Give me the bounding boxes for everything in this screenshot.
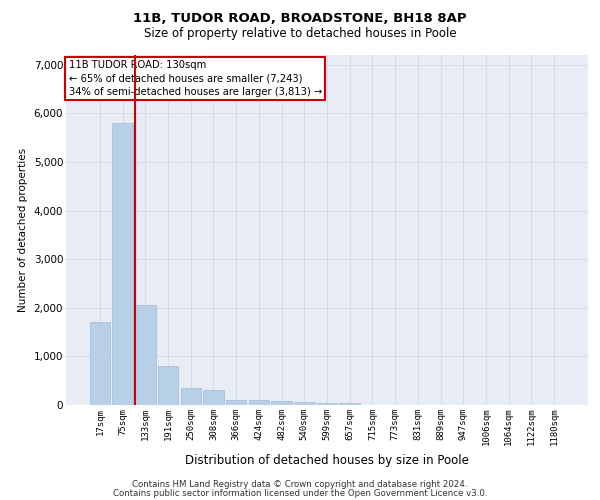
Bar [294,402,314,405]
Y-axis label: Number of detached properties: Number of detached properties [18,148,28,312]
Text: 11B, TUDOR ROAD, BROADSTONE, BH18 8AP: 11B, TUDOR ROAD, BROADSTONE, BH18 8AP [133,12,467,26]
Text: Contains HM Land Registry data © Crown copyright and database right 2024.: Contains HM Land Registry data © Crown c… [132,480,468,489]
X-axis label: Distribution of detached houses by size in Poole: Distribution of detached houses by size … [185,454,469,466]
Bar [203,390,224,405]
Bar [340,402,360,405]
Bar [158,366,178,405]
Bar [90,322,110,405]
Bar [317,402,337,405]
Bar [226,400,247,405]
Text: Size of property relative to detached houses in Poole: Size of property relative to detached ho… [143,28,457,40]
Text: Contains public sector information licensed under the Open Government Licence v3: Contains public sector information licen… [113,489,487,498]
Text: 11B TUDOR ROAD: 130sqm
← 65% of detached houses are smaller (7,243)
34% of semi-: 11B TUDOR ROAD: 130sqm ← 65% of detached… [68,60,322,96]
Bar [181,388,201,405]
Bar [248,400,269,405]
Bar [112,123,133,405]
Bar [271,402,292,405]
Bar [135,306,155,405]
